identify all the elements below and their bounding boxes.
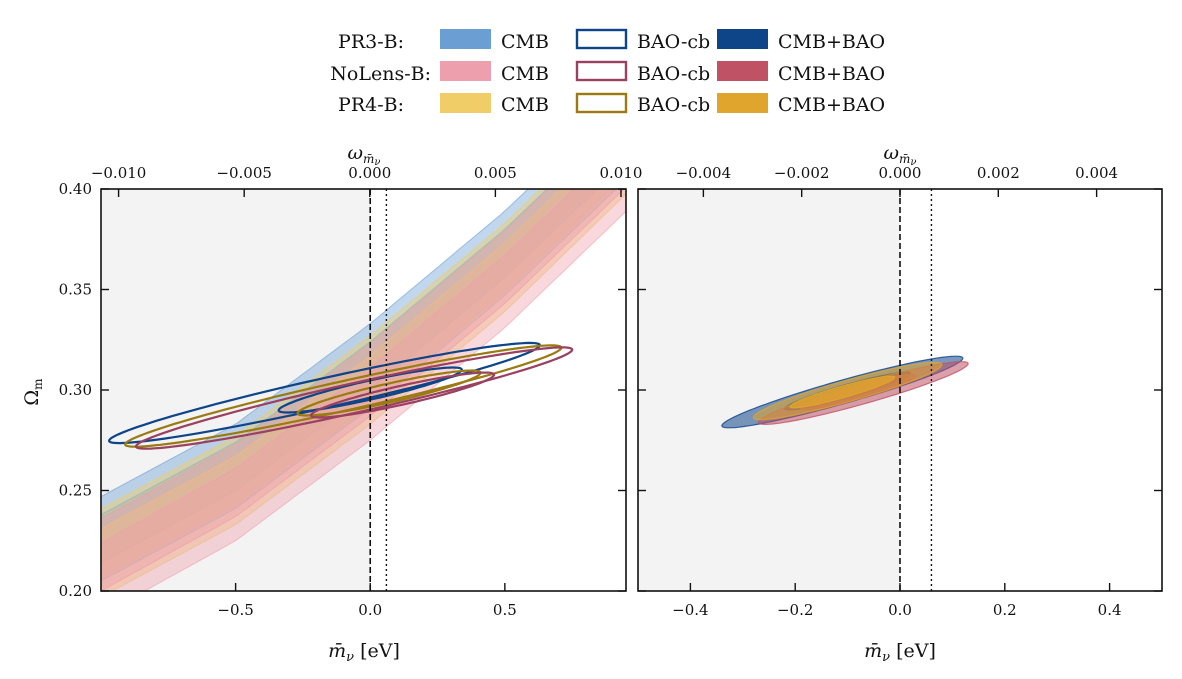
top-x-tick-label: −0.002 — [774, 164, 830, 182]
x-tick-label: 0.2 — [993, 601, 1017, 619]
legend-swatch-pr3-bao — [575, 28, 628, 50]
x-tick-label: −0.5 — [217, 601, 253, 619]
top-x-tick-label: −0.010 — [91, 164, 147, 182]
legend-bao-label-pr4: BAO-cb — [637, 94, 710, 116]
x-tick-label: −0.4 — [672, 601, 708, 619]
top-x-tick-label: 0.005 — [474, 164, 517, 182]
legend-row-label-pr3: PR3-B: — [338, 31, 404, 53]
pr4-b-cmb-bao-contour-68 — [789, 375, 896, 409]
top-x-tick-label: −0.005 — [216, 164, 272, 182]
legend-bao-label-pr3: BAO-cb — [637, 31, 710, 53]
top-x-tick-label: 0.004 — [1075, 164, 1118, 182]
pr3-b-bao-cb-contour-95 — [107, 341, 541, 445]
legend-cmb-label-nolens: CMB — [501, 63, 549, 85]
x-tick-label: 0.0 — [888, 601, 912, 619]
x-tick-label: 0.4 — [1098, 601, 1122, 619]
left-y-axis-label: Ωm — [21, 378, 45, 406]
right-ticks: −0.4 −0.2 0.0 0.2 0.4 −0.004 −0.002 0.000 0.002 0… — [638, 164, 1162, 619]
legend-combo-label-pr4: CMB+BAO — [778, 94, 885, 116]
legend-swatch-nolens-combo — [717, 61, 768, 81]
legend-cmb-label-pr3: CMB — [501, 31, 549, 53]
left-panel: −0.5 0.0 0.5 −0.010 −0.005 0.000 0.005 0.010 0.2… — [21, 142, 643, 665]
legend-swatch-pr3-combo — [717, 29, 768, 49]
right-panel: −0.4 −0.2 0.0 0.2 0.4 −0.004 −0.002 0.000 0.002 0… — [637, 142, 1163, 665]
legend-combo-label-nolens: CMB+BAO — [778, 63, 885, 85]
nolens-b-bao-cb-contour-95 — [134, 346, 574, 450]
x-tick-label: −0.2 — [777, 601, 813, 619]
legend-swatch-nolens-bao — [575, 60, 628, 82]
y-tick-label: 0.30 — [59, 381, 92, 399]
right-x-axis-label: m̄ν [eV] — [864, 640, 936, 665]
top-x-tick-label: 0.002 — [977, 164, 1020, 182]
left-top-axis-label: ωm̄ν — [348, 142, 381, 168]
legend-bao-label-nolens: BAO-cb — [637, 63, 710, 85]
top-x-tick-label: 0.000 — [348, 164, 391, 182]
y-tick-label: 0.35 — [59, 281, 92, 299]
top-x-tick-label: 0.000 — [879, 164, 922, 182]
legend-swatch-pr3-cmb — [440, 29, 491, 49]
legend-combo-label-pr3: CMB+BAO — [778, 31, 885, 53]
y-tick-label: 0.20 — [59, 582, 92, 600]
y-tick-label: 0.40 — [59, 180, 92, 198]
legend-swatch-pr4-combo — [717, 93, 768, 113]
legend-cmb-label-pr4: CMB — [501, 94, 549, 116]
top-x-tick-label: 0.010 — [599, 164, 642, 182]
legend-swatch-nolens-cmb — [440, 61, 491, 81]
legend-row-label-nolens: NoLens-B: — [330, 63, 431, 85]
left-x-axis-label: m̄ν [eV] — [328, 640, 400, 665]
legend-swatch-pr4-bao — [575, 92, 628, 114]
y-tick-label: 0.25 — [59, 482, 92, 500]
right-plot-area — [721, 189, 969, 591]
top-x-tick-label: −0.004 — [676, 164, 732, 182]
pr3-b-cmb-band-68 — [101, 189, 599, 564]
right-top-axis-label: ωm̄ν — [884, 142, 917, 168]
x-tick-label: 0.0 — [358, 601, 382, 619]
pr3-b-bao-cb-contour-68 — [277, 366, 463, 414]
x-tick-label: 0.5 — [493, 601, 517, 619]
nolens-b-bao-cb-contour-68 — [309, 371, 496, 419]
left-plot-area — [101, 189, 626, 591]
legend-row-label-pr4: PR4-B: — [338, 94, 404, 116]
legend-swatch-pr4-cmb — [440, 93, 491, 113]
left-ticks: −0.5 0.0 0.5 −0.010 −0.005 0.000 0.005 0.010 0.2… — [59, 164, 643, 619]
pr4-b-bao-cb-contour-68 — [296, 369, 482, 417]
legend: PR3-B: NoLens-B: PR4-B: CMB CMB CMB BAO-… — [330, 28, 885, 116]
